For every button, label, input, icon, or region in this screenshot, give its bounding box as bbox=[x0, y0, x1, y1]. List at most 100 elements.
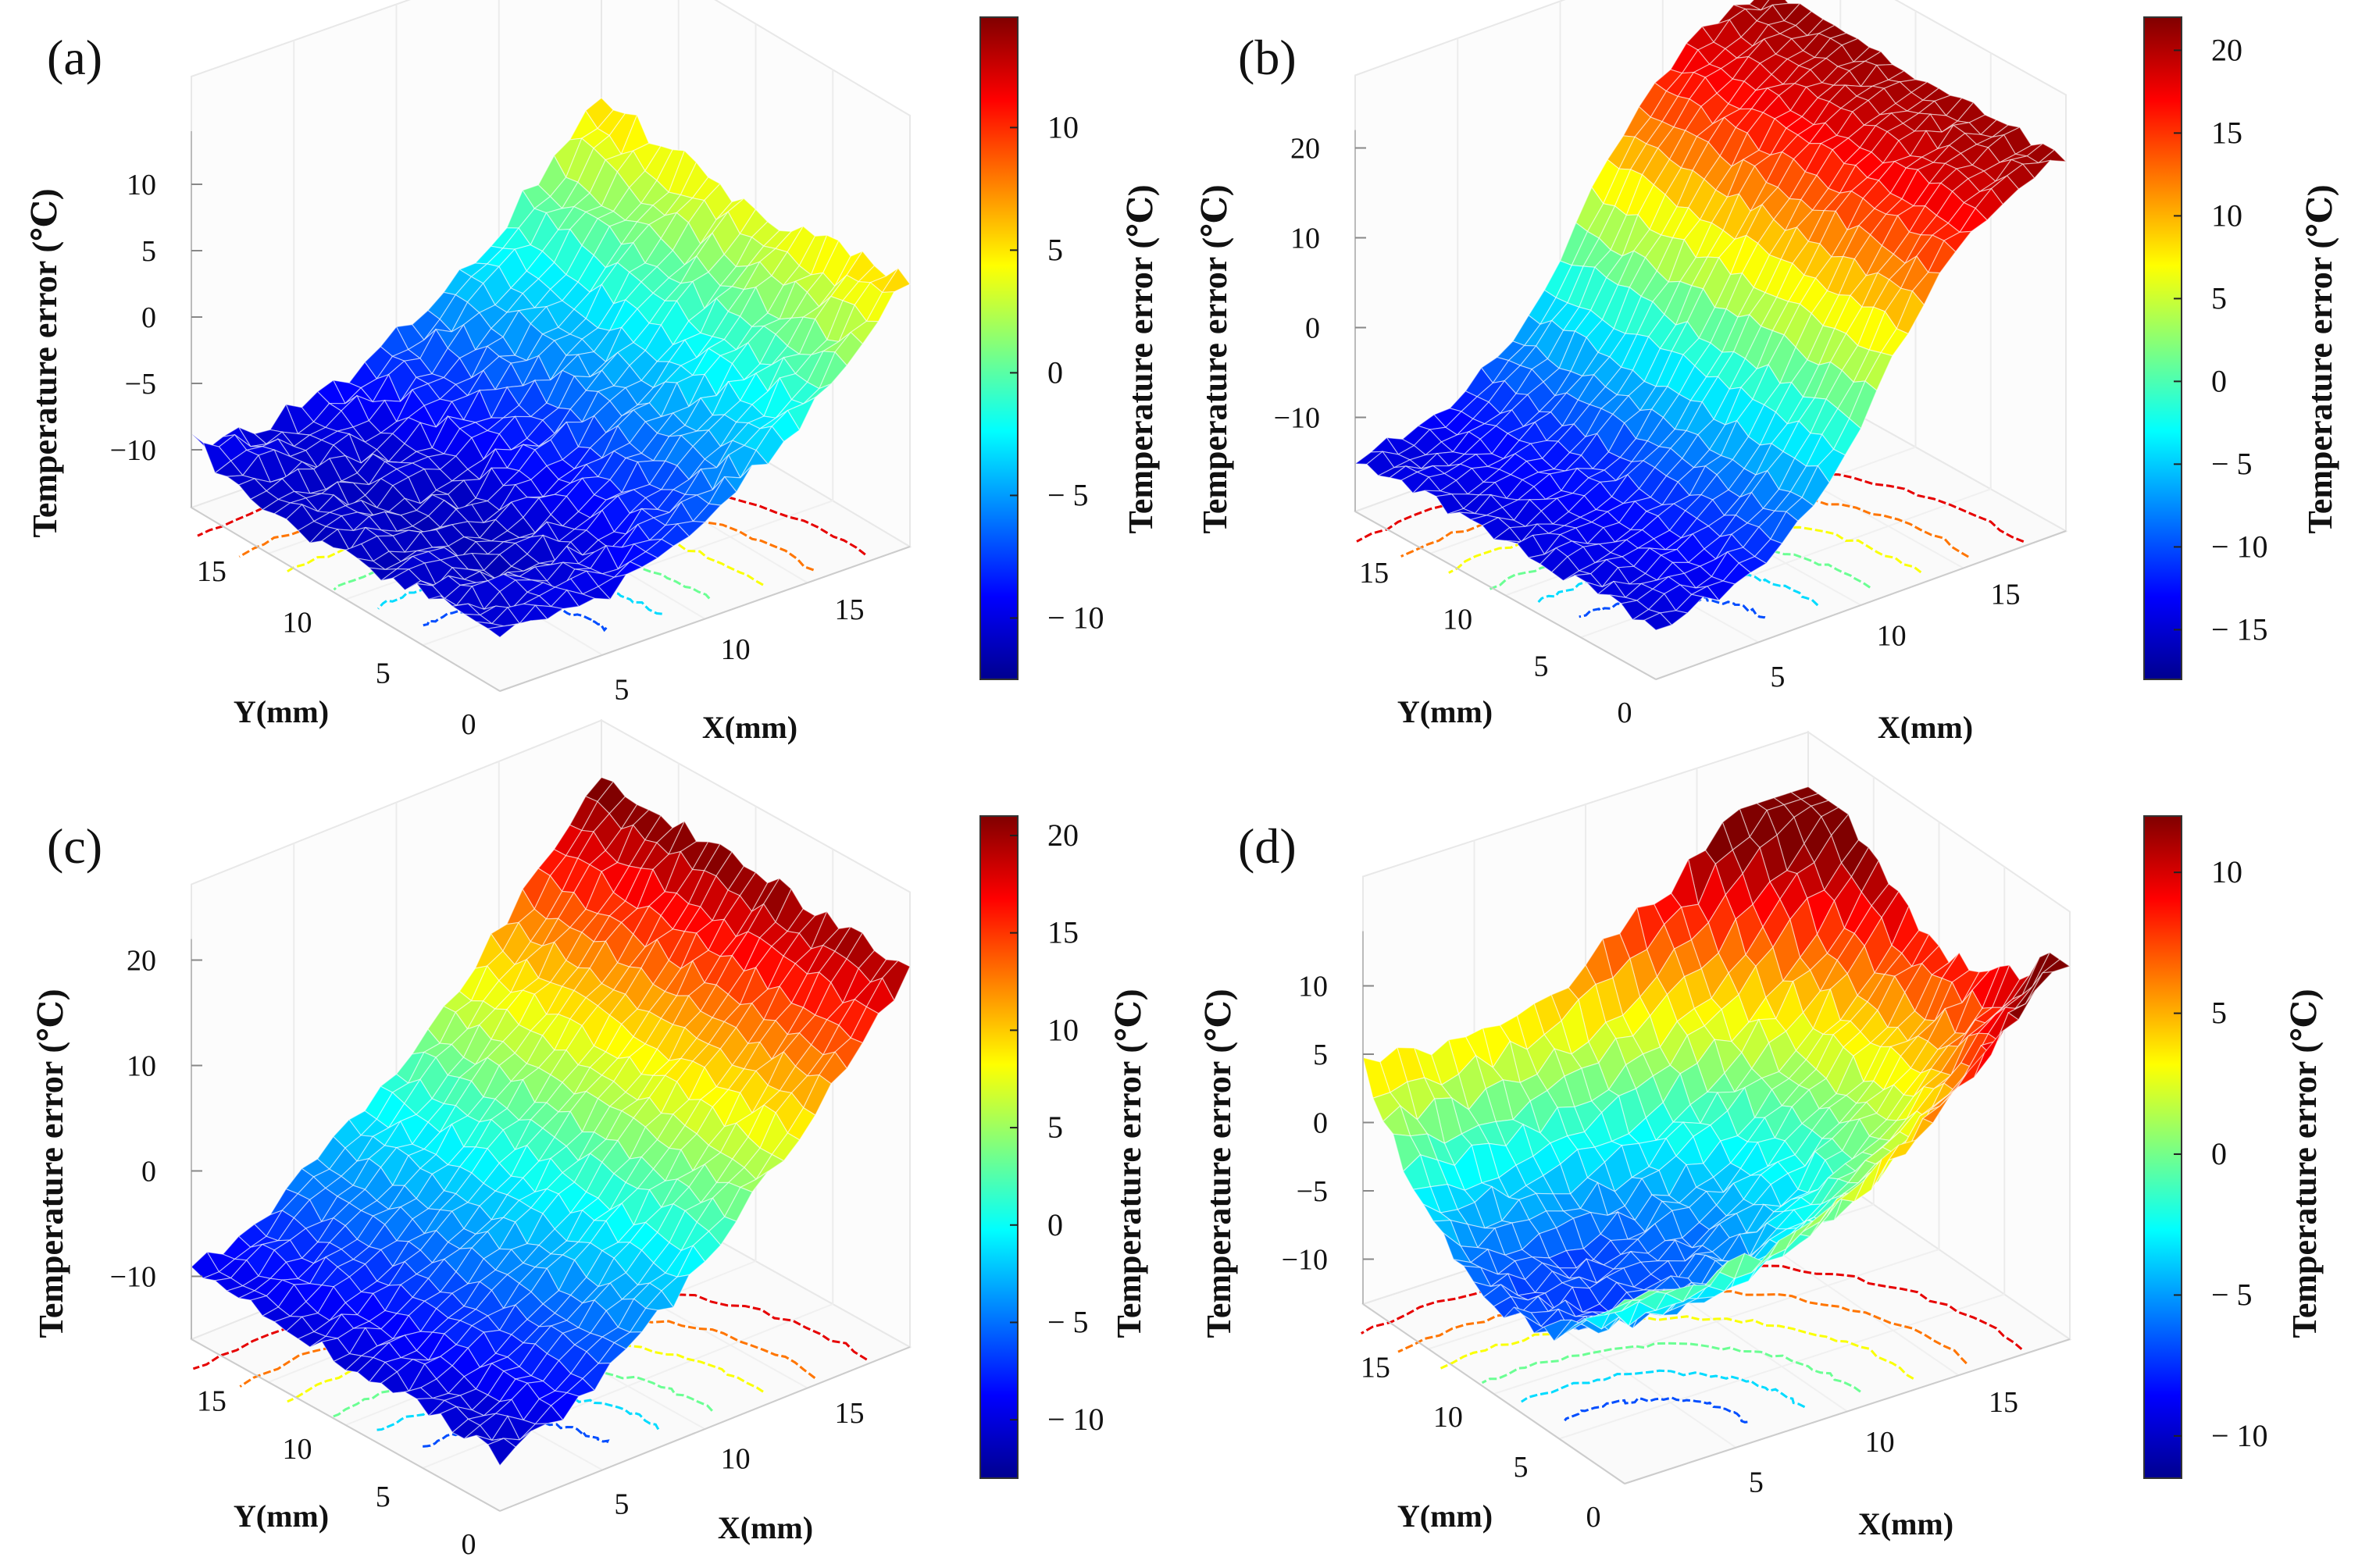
x-axis-line bbox=[1655, 530, 2067, 680]
surface-mesh bbox=[1354, 0, 2068, 631]
colorbar-tick-label: − 10 bbox=[1047, 600, 1104, 635]
colorbar-tick-label: − 5 bbox=[2211, 1277, 2253, 1312]
contour-line bbox=[1448, 516, 1922, 574]
colorbar-label: Temperature error (℃) bbox=[2285, 989, 2324, 1338]
y-axis-line bbox=[1362, 1303, 1625, 1484]
x-axis-line bbox=[499, 546, 911, 692]
z-tick-label: 5 bbox=[1313, 1039, 1328, 1071]
y-axis-line bbox=[191, 1338, 501, 1512]
colorbar-tick-label: 20 bbox=[2211, 32, 2242, 67]
panel-d: 10 5 0 −5 −10 0 5 10 15 5 10 15 Y(mm) X(mm) Temperatur… bbox=[1200, 730, 2324, 1541]
colorbar-tick-label: − 15 bbox=[2211, 611, 2268, 647]
z-tick-label: 0 bbox=[1305, 312, 1320, 345]
x-axis-line bbox=[499, 1346, 911, 1512]
x-tick-label: 10 bbox=[721, 1442, 751, 1475]
z-tick-label: 20 bbox=[1290, 133, 1320, 166]
y-tick-label: 0 bbox=[1618, 697, 1632, 729]
contour-line bbox=[1361, 1261, 2023, 1350]
y-tick-label: 0 bbox=[1586, 1501, 1601, 1534]
y-tick-label: 5 bbox=[1534, 650, 1549, 682]
panel-label: (d) bbox=[1238, 818, 1297, 874]
x-tick-label: 5 bbox=[614, 1488, 629, 1521]
z-axis-title: Temperature error (℃) bbox=[26, 189, 64, 538]
z-tick-label: 0 bbox=[1313, 1107, 1328, 1140]
y-tick-label: 15 bbox=[197, 555, 227, 588]
z-tick-label: −10 bbox=[1282, 1244, 1328, 1277]
z-tick-label: −5 bbox=[1297, 1175, 1328, 1208]
y-tick-label: 10 bbox=[1433, 1401, 1463, 1434]
x-tick-label: 15 bbox=[835, 593, 865, 626]
colorbar-label: Temperature error (℃) bbox=[2301, 185, 2339, 534]
z-tick-label: 10 bbox=[127, 1050, 156, 1083]
colorbar-tick-label: 15 bbox=[1047, 915, 1079, 950]
y-axis-title: Y(mm) bbox=[1397, 1499, 1493, 1534]
x-tick-label: 5 bbox=[1749, 1466, 1764, 1499]
z-axis-title: Temperature error (℃) bbox=[1196, 185, 1234, 534]
contour-line bbox=[1564, 1396, 1748, 1424]
colorbar bbox=[2143, 815, 2182, 1479]
panel-label: (b) bbox=[1238, 30, 1297, 85]
y-tick-label: 5 bbox=[1513, 1451, 1528, 1484]
colorbar-tick-label: 0 bbox=[1047, 1207, 1063, 1242]
floor-contours bbox=[1361, 1261, 2023, 1424]
x-tick-label: 10 bbox=[721, 633, 751, 666]
y-axis-title: Y(mm) bbox=[234, 1499, 329, 1534]
x-axis-title: X(mm) bbox=[1858, 1506, 1953, 1541]
x-tick-label: 10 bbox=[1865, 1426, 1895, 1459]
colorbar-tick-label: 5 bbox=[2211, 280, 2227, 315]
y-axis-line bbox=[1354, 511, 1657, 680]
y-tick-label: 5 bbox=[376, 1481, 391, 1513]
colorbar-tick-label: − 5 bbox=[1047, 477, 1089, 512]
x-tick-label: 15 bbox=[1991, 579, 2021, 611]
y-tick-label: 10 bbox=[283, 1433, 312, 1466]
colorbar-tick-label: − 10 bbox=[2211, 529, 2268, 564]
colorbar-tick-label: − 10 bbox=[1047, 1402, 1104, 1437]
x-tick-label: 5 bbox=[1770, 661, 1785, 693]
colorbar-label: Temperature error (℃) bbox=[1122, 185, 1160, 534]
y-tick-label: 15 bbox=[197, 1385, 227, 1418]
surface-mesh bbox=[1362, 786, 2071, 1342]
y-tick-label: 5 bbox=[376, 657, 391, 690]
z-tick-label: 10 bbox=[1298, 971, 1328, 1003]
z-tick-label: −10 bbox=[110, 1261, 156, 1294]
colorbar-tick-label: 10 bbox=[2211, 198, 2242, 233]
colorbar-tick-label: − 5 bbox=[1047, 1304, 1089, 1339]
y-tick-label: 15 bbox=[1361, 1351, 1390, 1384]
x-axis-title: X(mm) bbox=[1878, 710, 1973, 745]
x-axis-title: X(mm) bbox=[702, 710, 797, 745]
colorbar-tick-label: 15 bbox=[2211, 115, 2242, 150]
y-tick-label: 10 bbox=[1443, 604, 1472, 636]
x-tick-label: 10 bbox=[1877, 619, 1907, 652]
colorbar-tick-label: 10 bbox=[2211, 854, 2242, 889]
surface-patch bbox=[1614, 1299, 1642, 1309]
z-tick-label: −10 bbox=[1274, 402, 1320, 435]
y-axis-title: Y(mm) bbox=[1397, 694, 1493, 729]
z-tick-label: 0 bbox=[141, 301, 156, 334]
panel-label: (c) bbox=[47, 818, 102, 874]
colorbar bbox=[2143, 16, 2182, 680]
surface-patch bbox=[1643, 612, 1673, 631]
contour-line bbox=[1481, 1342, 1861, 1393]
colorbar-tick-label: 10 bbox=[1047, 109, 1079, 144]
x-tick-label: 15 bbox=[835, 1397, 865, 1430]
colorbar-tick-label: 5 bbox=[2211, 996, 2227, 1031]
surface-patch bbox=[487, 623, 518, 638]
y-axis-line bbox=[191, 507, 501, 692]
y-tick-label: 10 bbox=[283, 606, 312, 639]
colorbar bbox=[979, 16, 1019, 680]
gridline bbox=[1493, 1249, 1939, 1395]
y-tick-label: 15 bbox=[1359, 557, 1389, 590]
z-axis-title: Temperature error (℃) bbox=[1200, 989, 1238, 1338]
colorbar-tick-label: 10 bbox=[1047, 1012, 1079, 1047]
z-tick-label: −10 bbox=[110, 434, 156, 467]
x-axis-line bbox=[1624, 1338, 2071, 1484]
z-tick-label: 5 bbox=[141, 235, 156, 268]
colorbar bbox=[979, 815, 1019, 1479]
x-tick-label: 15 bbox=[1989, 1386, 2018, 1419]
colorbar-tick-label: 5 bbox=[1047, 1110, 1063, 1145]
z-tick-label: −5 bbox=[125, 368, 156, 401]
z-tick-label: 0 bbox=[141, 1156, 156, 1188]
y-tick-label: 0 bbox=[462, 708, 476, 741]
colorbar-tick-label: − 5 bbox=[2211, 446, 2253, 481]
